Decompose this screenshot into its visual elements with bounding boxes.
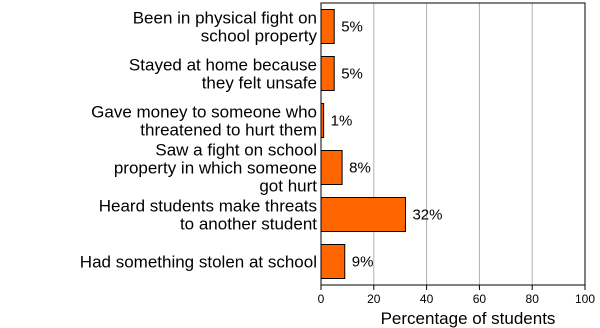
value-label: 9% bbox=[352, 254, 374, 271]
value-labels: 5% 5% 1% 8% 32% 9% bbox=[331, 19, 443, 271]
x-tick-label: 100 bbox=[575, 292, 595, 306]
category-label: Heard students make threats to another st… bbox=[99, 197, 318, 234]
value-label: 5% bbox=[341, 19, 363, 36]
bars bbox=[320, 9, 406, 279]
value-label: 32% bbox=[412, 207, 442, 224]
value-label: 8% bbox=[349, 160, 371, 177]
x-axis: 0 20 40 60 80 100 bbox=[318, 2, 595, 306]
category-label: Gave money to someone who threatened to h… bbox=[91, 103, 317, 140]
category-label: Saw a fight on school property in which s… bbox=[114, 141, 317, 196]
bar bbox=[320, 9, 335, 44]
grid-lines bbox=[373, 3, 586, 285]
x-tick-label: 80 bbox=[526, 292, 540, 306]
bar bbox=[320, 244, 346, 279]
x-tick-label: 20 bbox=[367, 292, 381, 306]
x-tick-label: 40 bbox=[420, 292, 434, 306]
category-label: Stayed at home because they felt unsafe bbox=[129, 56, 317, 93]
value-label: 5% bbox=[341, 66, 363, 83]
category-label: Been in physical fight on school property bbox=[133, 9, 318, 46]
category-label: Had something stolen at school bbox=[80, 253, 317, 272]
value-label: 1% bbox=[331, 113, 353, 130]
x-axis-title: Percentage of students bbox=[381, 309, 556, 328]
bar bbox=[320, 56, 335, 91]
bar bbox=[320, 150, 343, 185]
bar bbox=[320, 197, 406, 232]
plot-frame bbox=[320, 2, 586, 286]
category-labels: Been in physical fight on school property… bbox=[80, 9, 318, 272]
x-tick-label: 60 bbox=[473, 292, 487, 306]
x-tick-label: 0 bbox=[318, 292, 325, 306]
